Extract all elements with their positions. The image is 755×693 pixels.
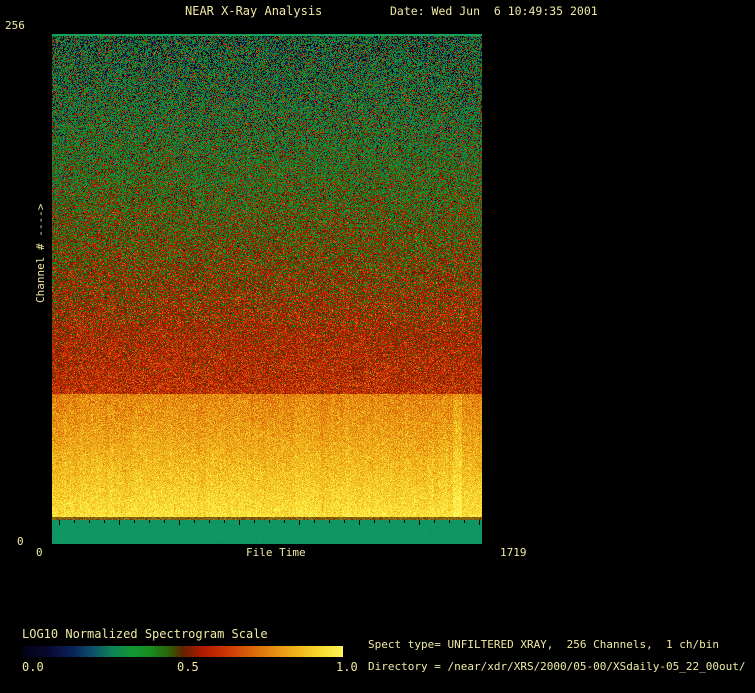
x-axis-min-label: 0 <box>36 546 43 559</box>
y-axis-title: Channel # ----> <box>34 203 47 303</box>
spect-type-info: Spect type= UNFILTERED XRAY, 256 Channel… <box>368 638 719 651</box>
colorbar-title: LOG10 Normalized Spectrogram Scale <box>22 627 268 641</box>
x-axis-title: File Time <box>246 546 306 559</box>
colorbar-gradient <box>22 646 343 657</box>
y-axis-min-label: 0 <box>17 535 24 548</box>
directory-info: Directory = /near/xdr/XRS/2000/05-00/XSd… <box>368 660 746 673</box>
y-axis-max-label: 256 <box>5 19 25 32</box>
colorbar-tick-left: 0.0 <box>22 660 44 674</box>
colorbar-tick-right: 1.0 <box>336 660 358 674</box>
date-label: Date: Wed Jun 6 10:49:35 2001 <box>390 4 598 18</box>
x-axis-max-label: 1719 <box>500 546 527 559</box>
page-title: NEAR X-Ray Analysis <box>185 4 323 18</box>
colorbar-tick-mid: 0.5 <box>177 660 199 674</box>
spectrogram-image <box>52 34 482 544</box>
